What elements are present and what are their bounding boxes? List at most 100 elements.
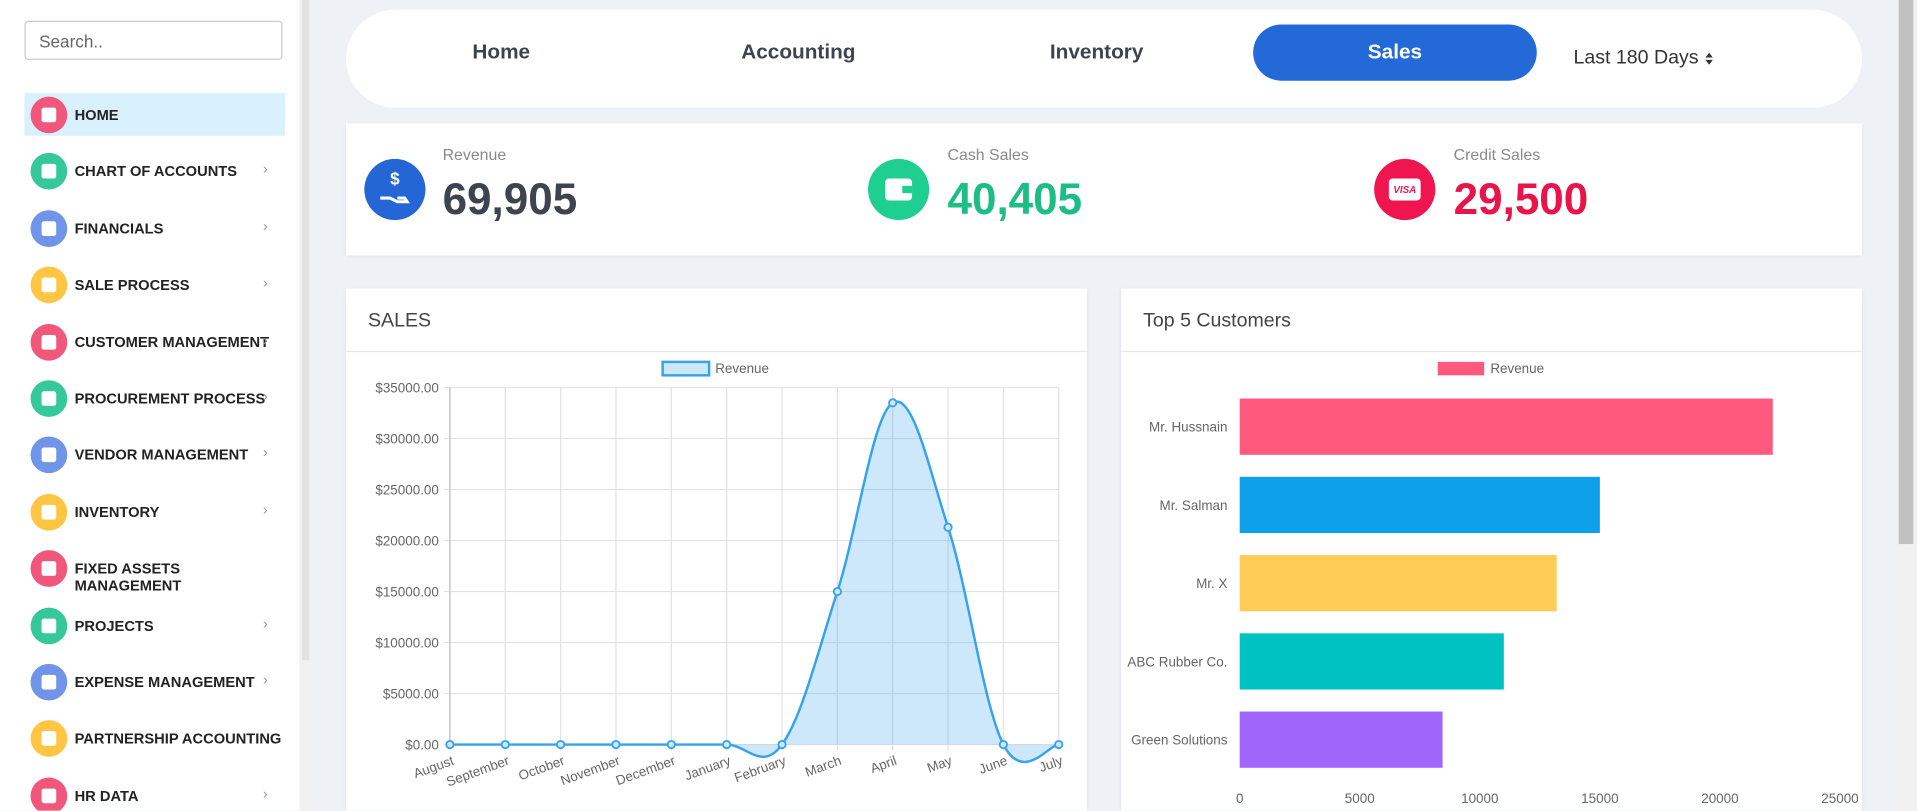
menu-item[interactable]: INVENTORY › <box>24 490 284 533</box>
x-tick-label: April <box>868 753 898 776</box>
point <box>502 741 509 748</box>
menu-icon <box>31 210 68 247</box>
x-tick-label: 10000 <box>1461 791 1498 806</box>
menu-label: FINANCIALS <box>75 220 164 237</box>
menu-label: VENDOR MANAGEMENT <box>75 447 249 464</box>
menu-item[interactable]: PROCUREMENT PROCESS› <box>24 377 284 420</box>
x-tick-label: 15000 <box>1581 791 1618 806</box>
menu-item[interactable]: FINANCIALS › <box>24 206 284 249</box>
x-tick-label: December <box>614 753 678 788</box>
menu-item[interactable]: VENDOR MANAGEMENT › <box>24 433 284 476</box>
chevron: › <box>263 785 268 802</box>
legend-label: Revenue <box>1490 361 1544 376</box>
chevron: › <box>263 614 268 631</box>
bar <box>1240 712 1443 768</box>
bar <box>1240 399 1773 455</box>
menu-icon <box>31 437 68 474</box>
menu-item[interactable]: FIXED ASSETS MANAGEMENT <box>24 547 284 590</box>
x-tick-label: March <box>803 753 843 780</box>
menu-label: INVENTORY <box>75 503 160 520</box>
x-tick-label: June <box>977 753 1010 777</box>
menu-item[interactable]: CHART OF ACCOUNTS › <box>24 150 284 193</box>
point <box>778 741 785 748</box>
x-tick-label: 0 <box>1236 791 1243 806</box>
area <box>450 402 1059 762</box>
menu-item[interactable]: EXPENSE MANAGEMENT › <box>24 660 284 703</box>
point <box>668 741 675 748</box>
menu-icon <box>31 153 68 190</box>
menu-icon <box>31 721 68 758</box>
x-tick-label: September <box>444 753 511 790</box>
bar <box>1240 555 1557 611</box>
menu-item[interactable]: PARTNERSHIP ACCOUNTING <box>24 717 284 760</box>
menu-label: FIXED ASSETS MANAGEMENT <box>75 560 285 594</box>
chevron: › <box>263 501 268 518</box>
y-tick-label: $5000.00 <box>383 686 439 701</box>
y-tick-label: $25000.00 <box>375 482 439 497</box>
y-tick-label: Green Solutions <box>1131 733 1228 748</box>
x-tick-label: 5000 <box>1345 791 1375 806</box>
y-tick-label: ABC Rubber Co. <box>1127 654 1227 669</box>
menu-icon <box>31 550 68 587</box>
menu-item[interactable]: HOME <box>24 93 284 136</box>
point <box>1000 741 1007 748</box>
y-tick-label: $10000.00 <box>375 635 439 650</box>
y-tick-label: $0.00 <box>405 737 439 752</box>
chevron: › <box>263 217 268 234</box>
menu-item[interactable]: PROJECTS › <box>24 603 284 646</box>
chevron: › <box>263 274 268 291</box>
menu-item[interactable]: HR DATA › <box>24 774 284 811</box>
bar <box>1240 633 1504 689</box>
legend-swatch <box>663 362 709 375</box>
y-tick-label: $20000.00 <box>375 533 439 548</box>
point <box>557 741 564 748</box>
menu-icon <box>31 494 68 531</box>
point <box>889 399 896 406</box>
menu-item[interactable]: CUSTOMER MANAGEMENT› <box>24 320 284 363</box>
bar <box>1240 477 1600 533</box>
menu-label: EXPENSE MANAGEMENT <box>75 674 255 691</box>
y-tick-label: Mr. X <box>1196 576 1227 591</box>
chevron: › <box>263 388 268 405</box>
menu-label: SALE PROCESS <box>75 277 190 294</box>
x-tick-label: November <box>558 753 622 788</box>
menu-icon <box>31 664 68 701</box>
menu-label: PROJECTS <box>75 617 154 634</box>
point <box>446 741 453 748</box>
x-tick-label: 20000 <box>1701 791 1738 806</box>
menu-label: HR DATA <box>75 787 139 804</box>
menu-icon <box>31 97 68 134</box>
chevron: › <box>263 444 268 461</box>
point <box>1055 741 1062 748</box>
menu-label: CHART OF ACCOUNTS <box>75 163 237 180</box>
x-tick-label: 25000 <box>1821 791 1858 806</box>
x-tick-label: January <box>683 753 733 784</box>
point <box>834 588 841 595</box>
menu-icon <box>31 323 68 360</box>
menu-label: PARTNERSHIP ACCOUNTING <box>75 730 282 747</box>
x-tick-label: May <box>925 753 954 776</box>
menu-icon <box>31 380 68 417</box>
y-tick-label: Mr. Salman <box>1160 498 1228 513</box>
menu-icon <box>31 607 68 644</box>
y-tick-label: $35000.00 <box>375 380 439 395</box>
point <box>723 741 730 748</box>
point <box>944 524 951 531</box>
menu-icon <box>31 267 68 304</box>
chevron: › <box>263 161 268 178</box>
menu-label: CUSTOMER MANAGEMENT <box>75 333 270 350</box>
legend-swatch <box>1438 362 1484 375</box>
y-tick-label: Mr. Hussnain <box>1149 420 1227 435</box>
menu-label: HOME <box>75 106 119 123</box>
y-tick-label: $15000.00 <box>375 584 439 599</box>
menu-label: PROCUREMENT PROCESS <box>75 390 266 407</box>
scroll-thumb[interactable] <box>1899 0 1914 544</box>
chevron: › <box>263 331 268 348</box>
point <box>612 741 619 748</box>
chevron: › <box>263 671 268 688</box>
legend-label: Revenue <box>715 361 769 376</box>
menu-item[interactable]: SALE PROCESS › <box>24 263 284 306</box>
